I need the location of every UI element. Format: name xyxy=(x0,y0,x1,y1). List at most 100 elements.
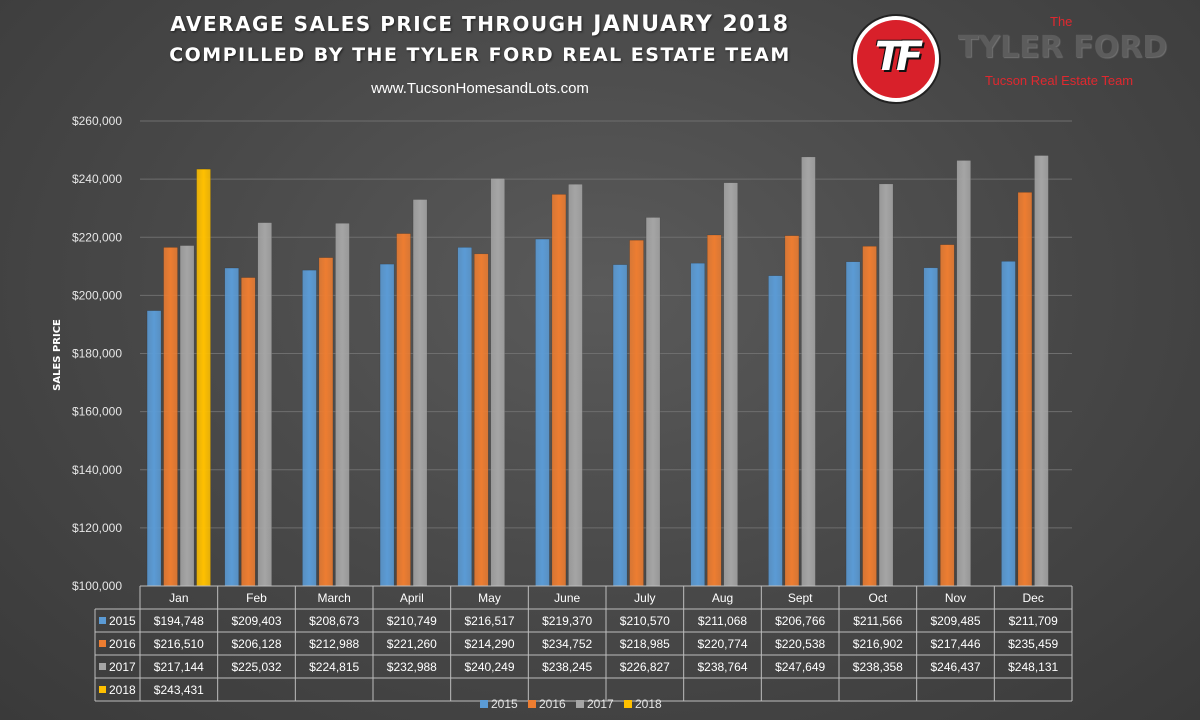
bar-2017-aug xyxy=(723,182,738,587)
bar-2015-march xyxy=(302,269,317,587)
bar-2015-jan xyxy=(146,310,162,587)
table-cell: $209,485 xyxy=(930,614,980,628)
table-cell: $238,358 xyxy=(853,660,903,674)
table-cell: $220,774 xyxy=(697,637,747,651)
table-cell: $210,749 xyxy=(387,614,437,628)
bar-2018-jan xyxy=(196,168,211,587)
category-label: Oct xyxy=(868,591,887,605)
table-cell: $235,459 xyxy=(1008,637,1058,651)
bar-2015-dec xyxy=(1001,261,1016,587)
bar-2016-march xyxy=(318,257,334,587)
bar-2015-july xyxy=(612,264,628,587)
y-tick-label: $260,000 xyxy=(72,114,122,128)
bar-2015-aug xyxy=(690,262,705,587)
bar-2016-july xyxy=(629,239,644,587)
series-name: 2015 xyxy=(109,614,136,628)
bar-2017-jan xyxy=(179,245,195,587)
category-label: Aug xyxy=(712,591,733,605)
category-label: Dec xyxy=(1022,591,1043,605)
title-emphasis: JANUARY 2018 xyxy=(593,12,790,37)
bars xyxy=(146,155,1049,587)
bar-2015-april xyxy=(379,263,395,587)
bar-2016-nov xyxy=(940,244,955,587)
table-cell: $217,144 xyxy=(154,660,204,674)
category-label: Sept xyxy=(788,591,813,605)
category-label: May xyxy=(478,591,501,605)
category-label: June xyxy=(554,591,580,605)
bar-2017-may xyxy=(490,178,505,587)
table-cell: $211,709 xyxy=(1009,614,1058,628)
bar-2017-nov xyxy=(956,160,971,587)
bar-2016-aug xyxy=(707,234,722,587)
category-label: Nov xyxy=(945,591,966,605)
legend-entry: 2015 xyxy=(491,697,518,711)
series-name: 2018 xyxy=(109,683,136,697)
series-name: 2017 xyxy=(109,660,136,674)
bar-2015-may xyxy=(457,247,472,587)
table-cell: $226,827 xyxy=(620,660,670,674)
bar-2017-april xyxy=(412,199,428,587)
table-cell: $224,815 xyxy=(309,660,359,674)
bar-2017-june xyxy=(568,183,583,587)
table-cell: $246,437 xyxy=(930,660,980,674)
bar-2017-sept xyxy=(801,156,816,587)
table-cell: $243,431 xyxy=(154,683,204,697)
legend-swatch xyxy=(624,700,632,708)
legend-entry: 2016 xyxy=(539,697,566,711)
bar-2016-oct xyxy=(862,246,877,587)
category-label: July xyxy=(634,591,655,605)
table-cell: $234,752 xyxy=(542,637,592,651)
legend-entry: 2018 xyxy=(635,697,662,711)
bar-2016-dec xyxy=(1017,192,1033,587)
table-cell: $232,988 xyxy=(387,660,437,674)
y-tick-label: $180,000 xyxy=(72,347,122,361)
table-cell: $211,566 xyxy=(853,614,902,628)
table-cell: $238,764 xyxy=(697,660,747,674)
table-cell: $209,403 xyxy=(231,614,281,628)
table-cell: $248,131 xyxy=(1008,660,1058,674)
table-cell: $216,902 xyxy=(853,637,903,651)
brand-name: TYLER FORD xyxy=(957,30,1168,65)
tf-logo-icon: TF xyxy=(853,16,939,102)
bar-2016-may xyxy=(474,253,489,587)
bar-2015-june xyxy=(535,238,550,587)
y-axis-label: SALES PRICE xyxy=(52,319,63,391)
y-tick-label: $160,000 xyxy=(72,405,122,419)
bar-2016-jan xyxy=(163,247,178,587)
table-cell: $221,260 xyxy=(387,637,437,651)
bar-2017-july xyxy=(645,217,661,587)
table-cell: $212,988 xyxy=(309,637,359,651)
table-cell: $210,570 xyxy=(620,614,670,628)
title-prefix: AVERAGE SALES PRICE THROUGH xyxy=(170,12,594,36)
category-label: Jan xyxy=(169,591,188,605)
y-tick-label: $220,000 xyxy=(72,230,122,244)
bar-2015-nov xyxy=(923,267,938,587)
legend-swatch xyxy=(528,700,536,708)
bar-2016-feb xyxy=(241,277,256,587)
chart-title-line2: COMPILLED BY THE TYLER FORD REAL ESTATE … xyxy=(169,44,791,66)
data-table: Jan Feb March April May June July Aug Sept Oct Nov… xyxy=(94,585,1073,702)
legend-entry: 2017 xyxy=(587,697,614,711)
bar-2016-april xyxy=(396,233,411,587)
bar-2017-feb xyxy=(257,222,272,587)
table-cell: $218,985 xyxy=(620,637,670,651)
table-cell: $217,446 xyxy=(930,637,980,651)
series-key-swatch xyxy=(99,617,106,624)
y-tick-label: $100,000 xyxy=(72,579,122,593)
table-cell: $211,068 xyxy=(698,614,747,628)
bar-2015-oct xyxy=(845,261,861,587)
table-cell: $194,748 xyxy=(154,614,204,628)
table-cell: $219,370 xyxy=(542,614,592,628)
y-tick-label: $120,000 xyxy=(72,521,122,535)
legend: 2015 2016 2017 2018 xyxy=(480,697,662,711)
website-url: www.TucsonHomesandLots.com xyxy=(371,80,589,97)
series-key-swatch xyxy=(99,640,106,647)
table-cell: $225,032 xyxy=(231,660,281,674)
bar-2017-dec xyxy=(1034,155,1049,587)
table-cell: $240,249 xyxy=(464,660,514,674)
table-cell: $216,510 xyxy=(154,637,204,651)
table-cell: $247,649 xyxy=(775,660,825,674)
bar-2016-sept xyxy=(784,235,800,587)
legend-swatch xyxy=(480,700,488,708)
